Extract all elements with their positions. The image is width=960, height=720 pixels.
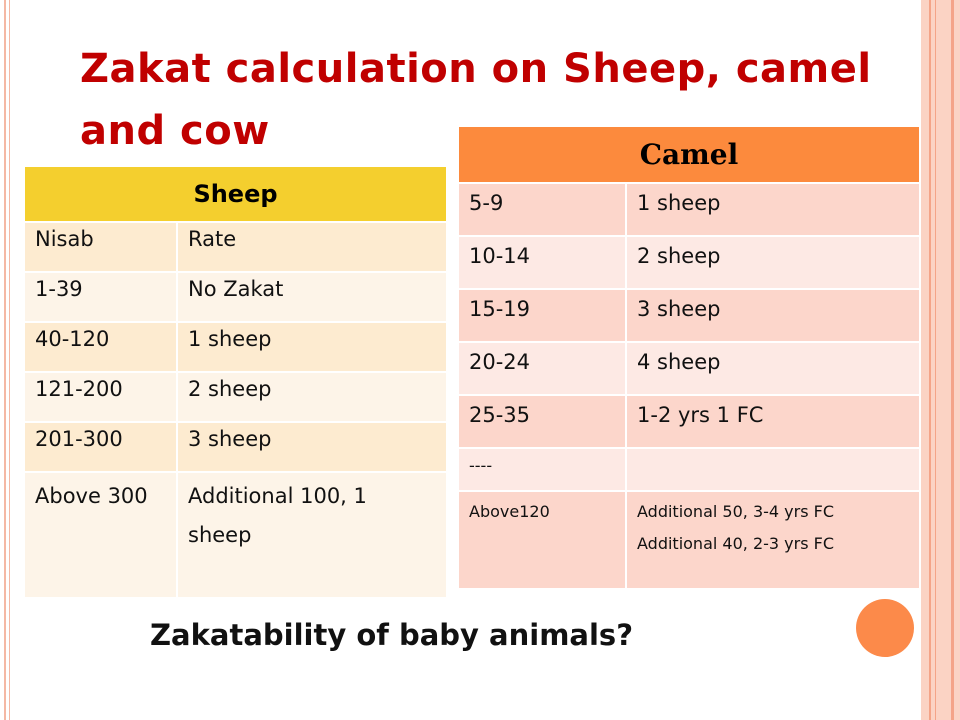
table-row: Above120 Additional 50, 3-4 yrs FC Additio… — [459, 491, 919, 589]
table-row: 40-120 1 sheep — [25, 322, 446, 372]
cell: 15-19 — [459, 289, 627, 342]
cell: 1-2 yrs 1 FC — [626, 395, 919, 448]
cell: 201-300 — [25, 422, 178, 472]
cell: 3 sheep — [626, 289, 919, 342]
table-row: 121-200 2 sheep — [25, 372, 446, 422]
cell-line: Additional 40, 2-3 yrs FC — [637, 534, 834, 553]
table-row: 10-14 2 sheep — [459, 236, 919, 289]
cell: Additional 50, 3-4 yrs FC Additional 40, … — [626, 491, 919, 589]
cell: 5-9 — [459, 183, 627, 236]
table-row: Nisab Rate — [25, 222, 446, 272]
cell: 1 sheep — [626, 183, 919, 236]
decorative-circle — [856, 599, 914, 657]
cell: Rate — [177, 222, 446, 272]
cell: ---- — [459, 448, 627, 491]
cell: 3 sheep — [177, 422, 446, 472]
table-row: Above 300 Additional 100, 1 sheep — [25, 472, 446, 598]
cell: 2 sheep — [177, 372, 446, 422]
cell: Additional 100, 1 sheep — [177, 472, 446, 598]
cell: 2 sheep — [626, 236, 919, 289]
cell: Above120 — [459, 491, 627, 589]
question-text: Zakatability of baby animals? — [150, 618, 634, 652]
cell: 20-24 — [459, 342, 627, 395]
camel-table: Camel 5-9 1 sheep 10-14 2 sheep 15-19 3 she… — [459, 127, 919, 590]
sheep-table: Sheep Nisab Rate 1-39 No Zakat 40-120 1 she… — [25, 167, 446, 599]
slide-title: Zakat calculation on Sheep, camel and co… — [80, 46, 872, 154]
table-row: 201-300 3 sheep — [25, 422, 446, 472]
cell: 4 sheep — [626, 342, 919, 395]
camel-header: Camel — [459, 127, 919, 183]
right-decorative-stripes — [921, 0, 960, 720]
cell: Above 300 — [25, 472, 178, 598]
cell-line: Additional 50, 3-4 yrs FC — [637, 502, 834, 521]
cell: 25-35 — [459, 395, 627, 448]
table-row: 25-35 1-2 yrs 1 FC — [459, 395, 919, 448]
left-border-line — [4, 0, 6, 720]
table-row: ---- — [459, 448, 919, 491]
table-row: 15-19 3 sheep — [459, 289, 919, 342]
cell: 1-39 — [25, 272, 178, 322]
cell: 40-120 — [25, 322, 178, 372]
table-row: 1-39 No Zakat — [25, 272, 446, 322]
cell: 10-14 — [459, 236, 627, 289]
left-border-line — [9, 0, 10, 720]
table-row: 20-24 4 sheep — [459, 342, 919, 395]
cell — [626, 448, 919, 491]
table-row: 5-9 1 sheep — [459, 183, 919, 236]
cell: 121-200 — [25, 372, 178, 422]
cell: No Zakat — [177, 272, 446, 322]
cell: Nisab — [25, 222, 178, 272]
sheep-header: Sheep — [25, 167, 446, 222]
cell: 1 sheep — [177, 322, 446, 372]
